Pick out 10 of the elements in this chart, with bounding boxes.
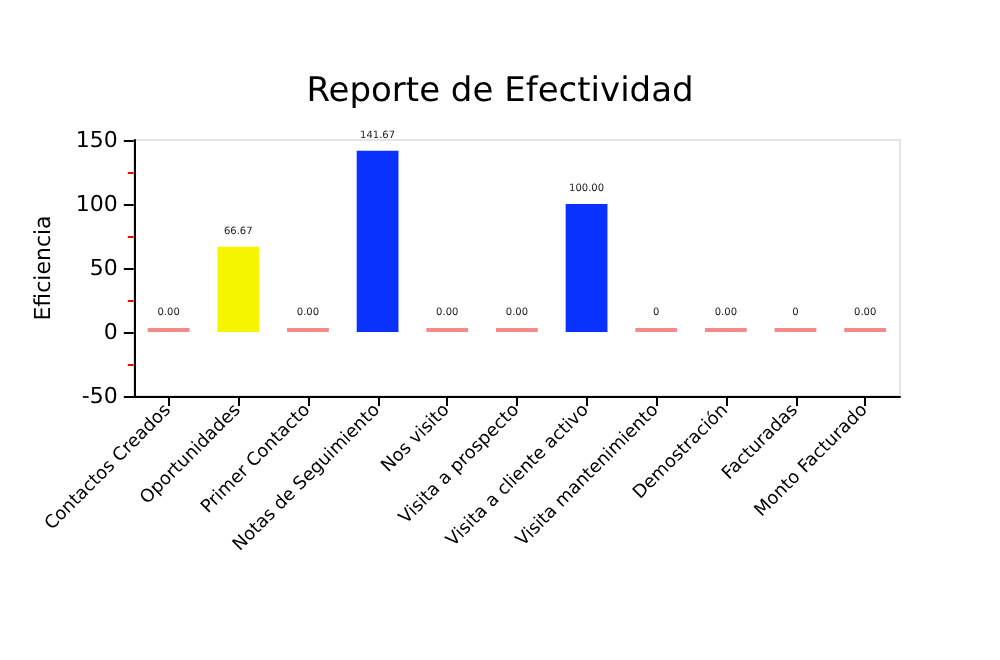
chart-title: Reporte de Efectividad [306, 71, 694, 111]
y-axis-title: Eficiencia [30, 215, 56, 321]
bar [217, 246, 260, 332]
y-tick-label: -50 [81, 383, 118, 409]
bar [356, 150, 399, 332]
y-tick-label: 0 [103, 319, 118, 345]
y-tick-label: 150 [75, 127, 118, 153]
y-tick-label: 100 [75, 191, 118, 217]
bar [565, 204, 608, 332]
y-tick-label: 50 [89, 255, 118, 281]
